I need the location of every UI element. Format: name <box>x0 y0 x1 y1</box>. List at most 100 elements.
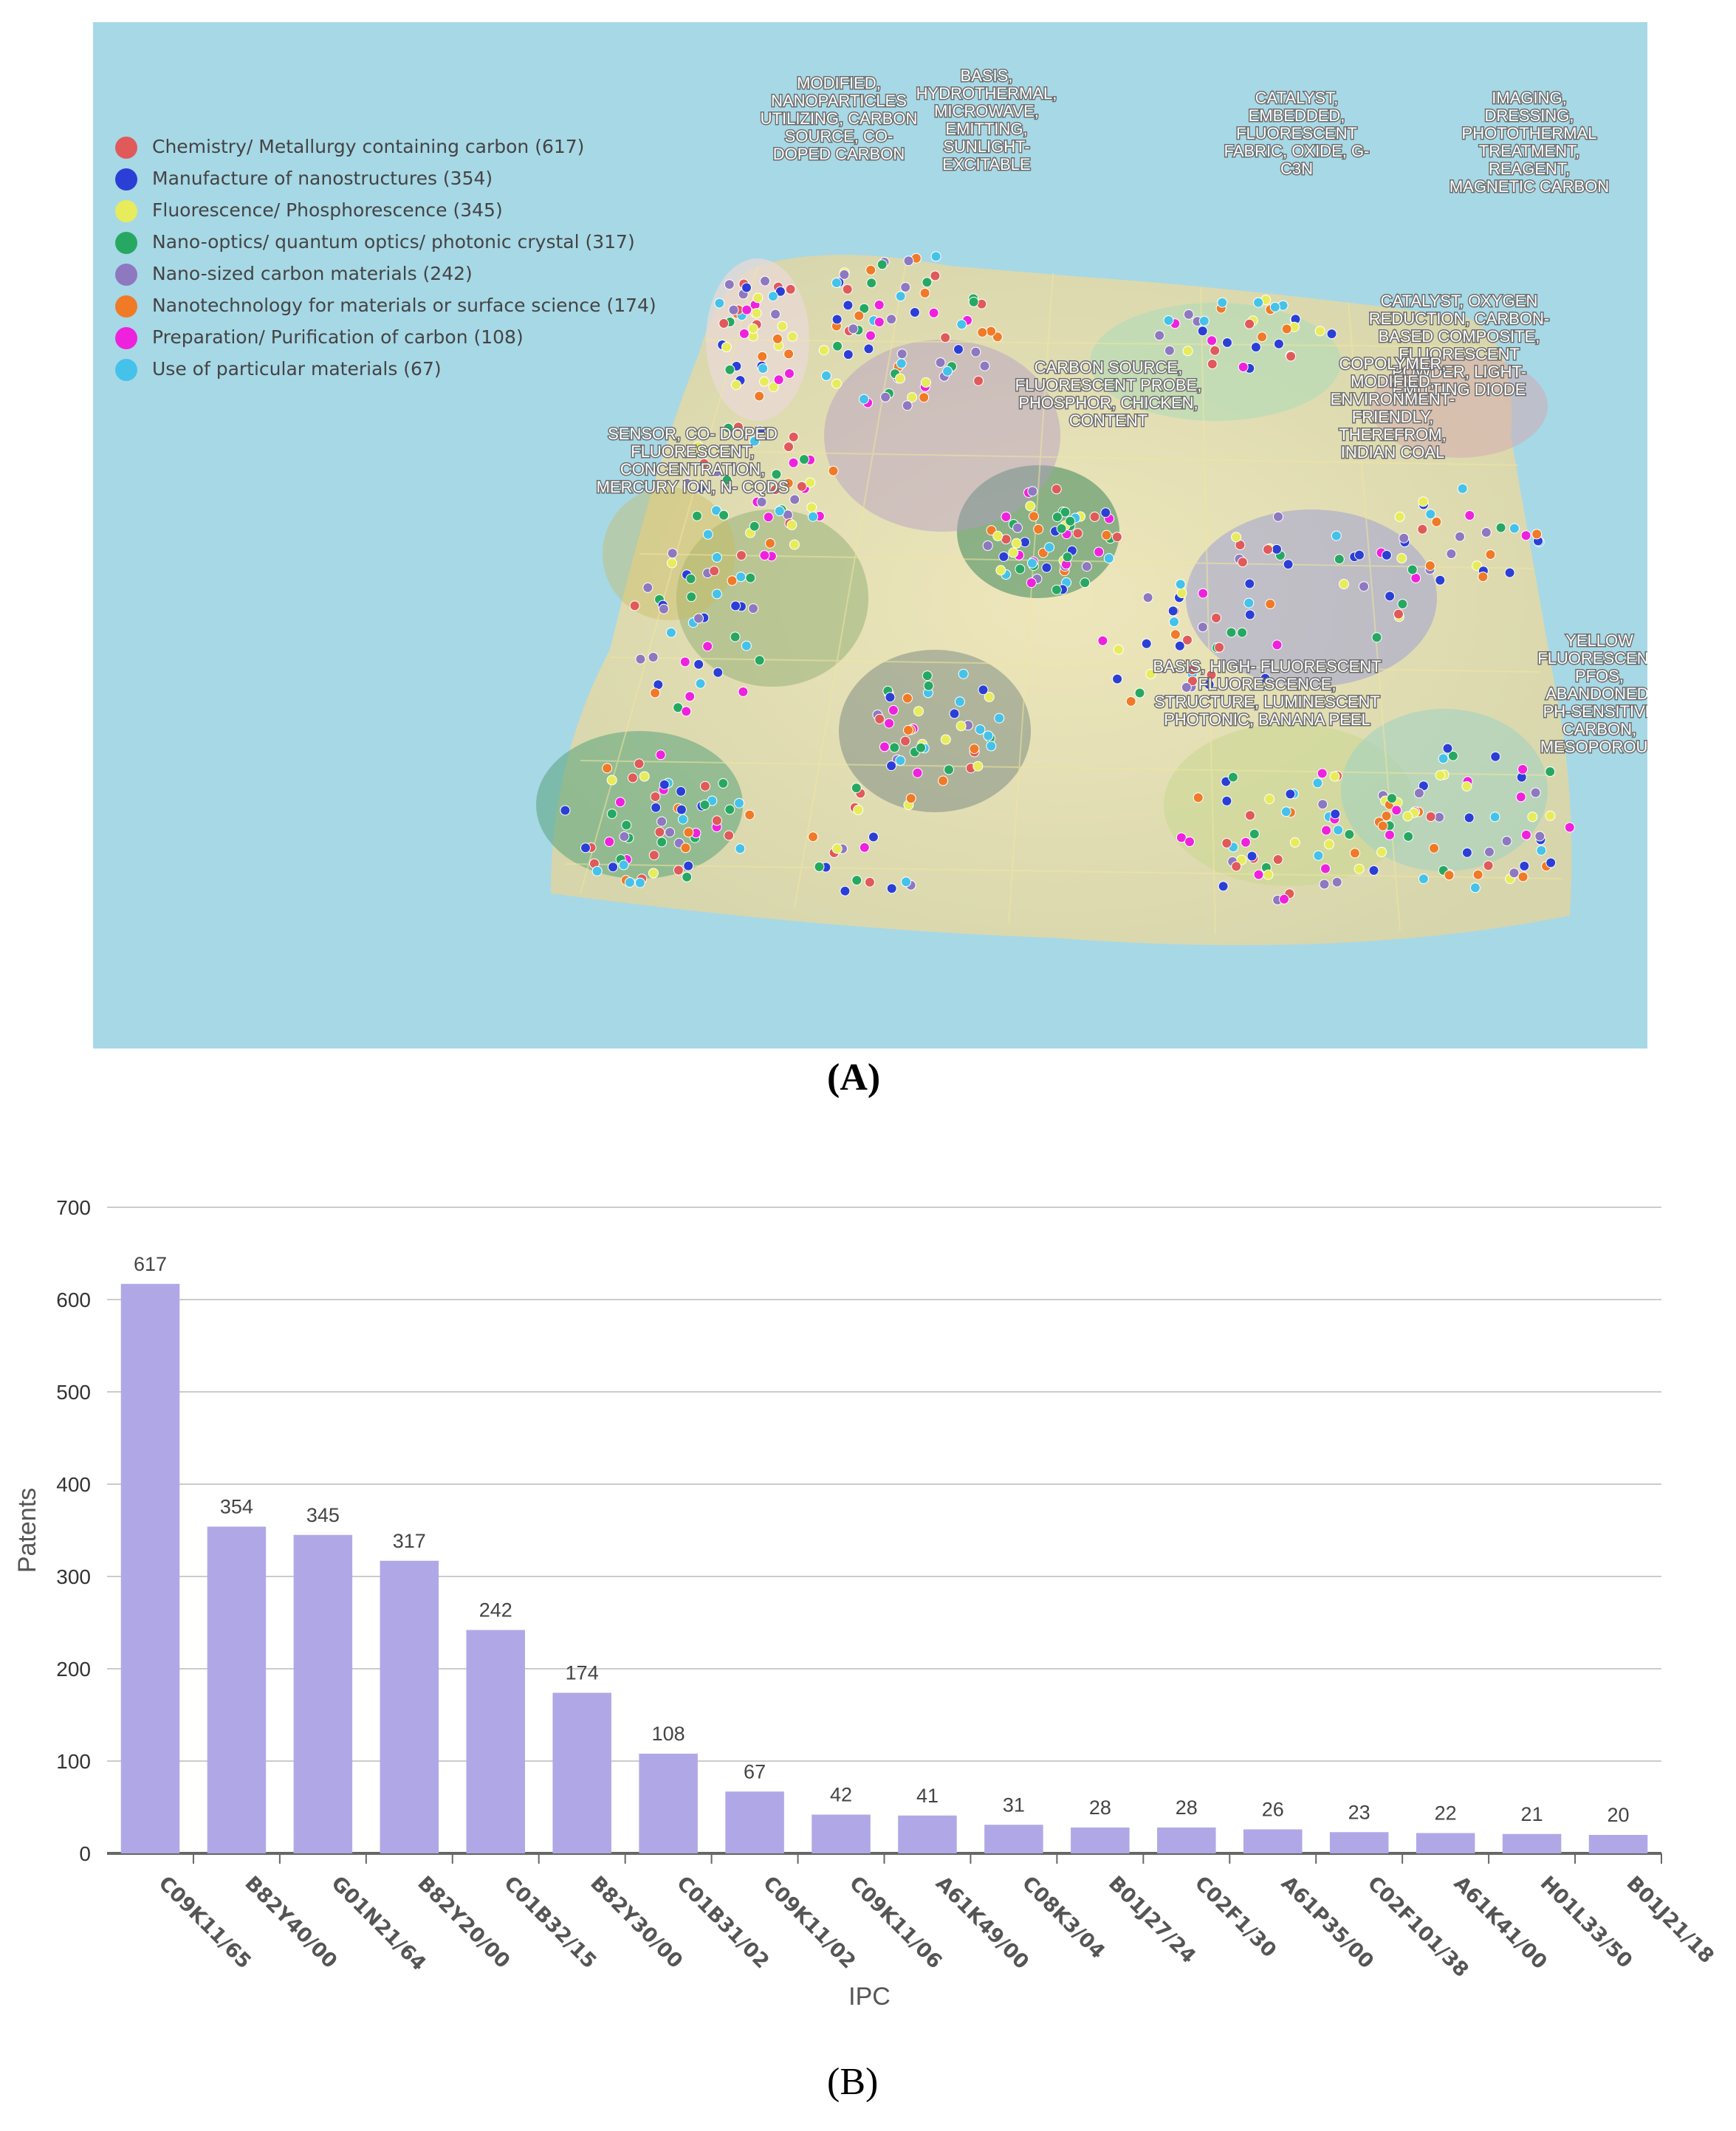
patent-dot <box>789 539 800 550</box>
patent-dot <box>770 484 780 495</box>
patent-dot <box>1221 837 1232 848</box>
patent-dot <box>1217 297 1228 308</box>
patent-dot <box>752 292 764 303</box>
patent-dot <box>1393 608 1404 620</box>
patent-dot <box>1169 617 1179 628</box>
legend-color-dot <box>115 295 137 318</box>
patent-dot <box>718 778 729 789</box>
patent-dot <box>831 314 843 325</box>
topic-label-line: PHOTOTHERMAL <box>1462 124 1597 143</box>
topic-label-line: CARBON, <box>1562 720 1636 738</box>
patent-dot <box>1490 751 1501 762</box>
patent-dot <box>1317 768 1328 779</box>
patent-dot <box>1094 546 1105 557</box>
patent-dot <box>1321 825 1332 836</box>
patent-dot <box>1272 639 1283 651</box>
patent-dot <box>1489 811 1500 823</box>
data-label: 617 <box>134 1253 167 1275</box>
topic-label-line: FRIENDLY, <box>1352 408 1433 426</box>
patent-dot <box>1245 810 1255 821</box>
patent-dot <box>940 734 951 745</box>
patent-dot <box>1273 511 1283 522</box>
patent-dot <box>1141 638 1152 649</box>
topic-label-line: FABRIC, OXIDE, G- <box>1224 142 1370 160</box>
patent-dot <box>859 303 870 314</box>
patent-dot <box>673 702 684 713</box>
legend-label: Use of particular materials (67) <box>152 358 442 380</box>
patent-dot <box>747 323 758 334</box>
patent-dot <box>970 346 981 357</box>
patent-dot <box>560 805 571 816</box>
topic-label-line: PFOS, <box>1575 667 1624 685</box>
patent-dot <box>1349 848 1360 859</box>
patent-dot <box>1214 642 1225 653</box>
bar <box>1416 1833 1475 1853</box>
topic-label-line: INDIAN COAL <box>1341 443 1445 461</box>
patent-dot <box>1265 599 1276 609</box>
patent-dot <box>648 850 659 861</box>
patent-dot <box>1025 501 1036 512</box>
patent-dot <box>666 627 676 638</box>
bar <box>898 1815 957 1853</box>
patent-dot <box>730 631 741 642</box>
patent-dot <box>1320 863 1331 874</box>
x-tick-label: B82Y40/00 <box>240 1872 341 1973</box>
patent-dot <box>1481 527 1492 538</box>
topic-label-line: UTILIZING, CARBON <box>761 109 918 128</box>
patent-dot <box>930 251 941 262</box>
patent-dot <box>754 391 765 402</box>
data-label: 41 <box>916 1785 939 1807</box>
patent-dot <box>1530 787 1541 798</box>
topic-label-line: THEREFROM, <box>1339 425 1446 444</box>
patent-dot <box>1056 523 1067 534</box>
patent-dot <box>863 343 874 354</box>
patent-dot <box>956 319 967 330</box>
panel-b-caption: (B) <box>827 2061 879 2103</box>
topic-label-line: FLUORESCENT <box>1236 124 1357 143</box>
legend-label: Nano-sized carbon materials (242) <box>152 263 473 284</box>
patent-dot <box>1015 563 1026 574</box>
patent-dot <box>1425 811 1436 822</box>
bar <box>293 1534 353 1853</box>
patent-dot <box>1012 522 1023 533</box>
patent-dot <box>994 713 1005 724</box>
patent-dot <box>624 877 635 888</box>
legend-color-dot <box>115 168 137 191</box>
patent-dot <box>912 767 923 778</box>
patent-dot <box>676 804 687 815</box>
patent-dot <box>1244 318 1255 329</box>
data-label: 26 <box>1262 1799 1284 1821</box>
topic-label: BASIS,HYDROTHERMAL,MICROWAVE,EMITTING,SU… <box>915 66 1058 175</box>
patent-dot <box>865 330 876 341</box>
patent-dot <box>606 809 617 820</box>
patent-dot <box>1081 561 1092 572</box>
patent-dot <box>738 686 749 697</box>
patent-dot <box>903 255 914 267</box>
patent-dot <box>683 860 694 871</box>
topic-label-line: ENVIRONMENT- <box>1331 390 1455 408</box>
patent-dot <box>1211 612 1221 623</box>
topic-label-line: BASIS, HIGH- FLUORESCENT <box>1153 657 1381 676</box>
bar <box>812 1814 871 1853</box>
patent-dot <box>733 422 744 433</box>
patent-dot <box>745 572 756 583</box>
patent-dot <box>656 816 668 827</box>
patent-dot <box>909 307 920 318</box>
patent-dot <box>859 842 870 853</box>
patent-dot <box>1111 532 1122 543</box>
patent-dot <box>608 862 619 873</box>
patent-dot <box>1381 549 1392 560</box>
patent-dot <box>1435 574 1446 586</box>
patent-dot <box>1206 670 1217 680</box>
patent-dot <box>1446 549 1457 559</box>
patent-dot <box>853 804 864 815</box>
patent-dot <box>1181 682 1192 693</box>
patent-dot <box>1008 547 1019 558</box>
patent-dot <box>723 422 734 433</box>
patent-dot <box>1182 346 1193 357</box>
patent-dot <box>771 469 782 480</box>
patent-dot <box>763 512 774 523</box>
patent-dot <box>1218 881 1229 892</box>
patent-dot <box>1183 309 1194 320</box>
patent-dot <box>699 800 710 810</box>
